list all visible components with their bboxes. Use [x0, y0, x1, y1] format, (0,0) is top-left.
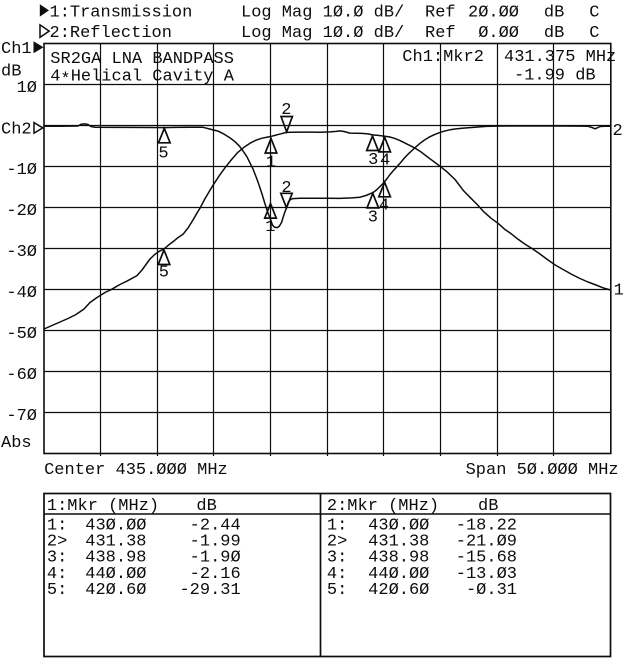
svg-text:4:: 4: [327, 565, 347, 584]
svg-text:Ø.ØØ: Ø.ØØ [478, 24, 519, 43]
svg-text:4: 4 [380, 152, 390, 171]
svg-text:-1.99: -1.99 [190, 533, 241, 552]
svg-text:-18.22: -18.22 [456, 516, 517, 535]
svg-text:-5Ø: -5Ø [6, 325, 37, 344]
svg-text:42Ø.6Ø: 42Ø.6Ø [368, 581, 429, 600]
svg-text:Span 5Ø.ØØØ MHz: Span 5Ø.ØØØ MHz [466, 461, 619, 480]
svg-text:-15.68: -15.68 [456, 549, 517, 568]
svg-text:C: C [589, 24, 599, 43]
svg-text:-21.Ø9: -21.Ø9 [456, 533, 517, 552]
svg-text:Ch1: Ch1 [1, 40, 32, 59]
svg-text:-Ø.31: -Ø.31 [466, 581, 517, 600]
svg-text:1:: 1: [327, 516, 347, 535]
svg-text:-29.31: -29.31 [179, 581, 240, 600]
svg-text:1Ø: 1Ø [17, 79, 37, 98]
svg-text:Helical Cavity A: Helical Cavity A [71, 67, 235, 86]
svg-text:-7Ø: -7Ø [6, 407, 37, 426]
svg-text:Ch2: Ch2 [1, 121, 32, 140]
svg-text:Ref: Ref [425, 24, 456, 43]
svg-text:Abs: Abs [1, 434, 32, 453]
svg-text:-3Ø: -3Ø [6, 243, 37, 262]
svg-text:-1Ø: -1Ø [6, 161, 37, 180]
svg-text:1: 1 [265, 218, 275, 237]
svg-text:2:Mkr (MHz): 2:Mkr (MHz) [327, 497, 439, 516]
svg-text:Log Mag 1Ø.Ø dB/: Log Mag 1Ø.Ø dB/ [241, 4, 404, 23]
svg-text:1: 1 [266, 154, 276, 173]
svg-text:dB: dB [478, 497, 498, 516]
svg-text:-1.9Ø: -1.9Ø [190, 549, 241, 568]
svg-text:-2Ø: -2Ø [6, 202, 37, 221]
svg-text:438.98: 438.98 [368, 549, 429, 568]
svg-text:5:: 5: [327, 581, 347, 600]
svg-text:4: 4 [379, 197, 389, 216]
svg-text:dB: dB [196, 497, 216, 516]
svg-text:2: 2 [281, 179, 291, 198]
svg-text:-2.16: -2.16 [190, 565, 241, 584]
svg-text:5: 5 [158, 144, 168, 163]
svg-text:44Ø.ØØ: 44Ø.ØØ [368, 565, 429, 584]
svg-text:3:: 3: [327, 549, 347, 568]
svg-text:2: 2 [281, 101, 291, 120]
svg-text:43Ø.ØØ: 43Ø.ØØ [85, 516, 146, 535]
svg-text:2: 2 [613, 122, 623, 141]
svg-text:2Ø.ØØ: 2Ø.ØØ [468, 4, 519, 23]
svg-text:-4Ø: -4Ø [6, 284, 37, 303]
svg-text:3: 3 [368, 151, 378, 170]
svg-text:Ch1:Mkr2: Ch1:Mkr2 [402, 48, 484, 67]
svg-text:1:Mkr (MHz): 1:Mkr (MHz) [47, 497, 159, 516]
svg-text:SR2GA LNA BANDPASS: SR2GA LNA BANDPASS [50, 50, 234, 69]
svg-text:Ref: Ref [425, 4, 456, 23]
svg-text:4: 4 [50, 67, 60, 86]
svg-text:dB: dB [1, 63, 21, 82]
svg-text:431.375 MHz: 431.375 MHz [504, 48, 616, 67]
svg-text:43Ø.ØØ: 43Ø.ØØ [368, 516, 429, 535]
svg-text:C: C [589, 4, 599, 23]
svg-text:2>: 2> [47, 533, 67, 552]
svg-text:1:Transmission: 1:Transmission [50, 4, 193, 23]
svg-text:dB: dB [544, 4, 564, 23]
svg-text:438.98: 438.98 [85, 549, 146, 568]
svg-text:*: * [60, 71, 70, 90]
svg-text:5:: 5: [47, 581, 67, 600]
svg-text:dB: dB [544, 24, 564, 43]
svg-text:5: 5 [159, 264, 169, 283]
svg-text:-6Ø: -6Ø [6, 366, 37, 385]
svg-text:2:Reflection: 2:Reflection [50, 24, 172, 43]
svg-text:Center 435.ØØØ MHz: Center 435.ØØØ MHz [44, 461, 228, 480]
svg-text:3: 3 [368, 209, 378, 228]
svg-text:Log Mag 1Ø.Ø dB/: Log Mag 1Ø.Ø dB/ [241, 24, 404, 43]
svg-text:431.38: 431.38 [368, 533, 429, 552]
svg-text:-13.Ø3: -13.Ø3 [456, 565, 517, 584]
svg-text:-1.99 dB: -1.99 dB [514, 67, 596, 86]
svg-text:42Ø.6Ø: 42Ø.6Ø [85, 581, 146, 600]
svg-text:44Ø.ØØ: 44Ø.ØØ [85, 565, 146, 584]
svg-text:2>: 2> [327, 533, 347, 552]
svg-text:-2.44: -2.44 [190, 516, 241, 535]
svg-text:4:: 4: [47, 565, 67, 584]
svg-text:3:: 3: [47, 549, 67, 568]
svg-text:431.38: 431.38 [85, 533, 146, 552]
svg-text:1:: 1: [47, 516, 67, 535]
svg-text:1: 1 [614, 282, 624, 301]
